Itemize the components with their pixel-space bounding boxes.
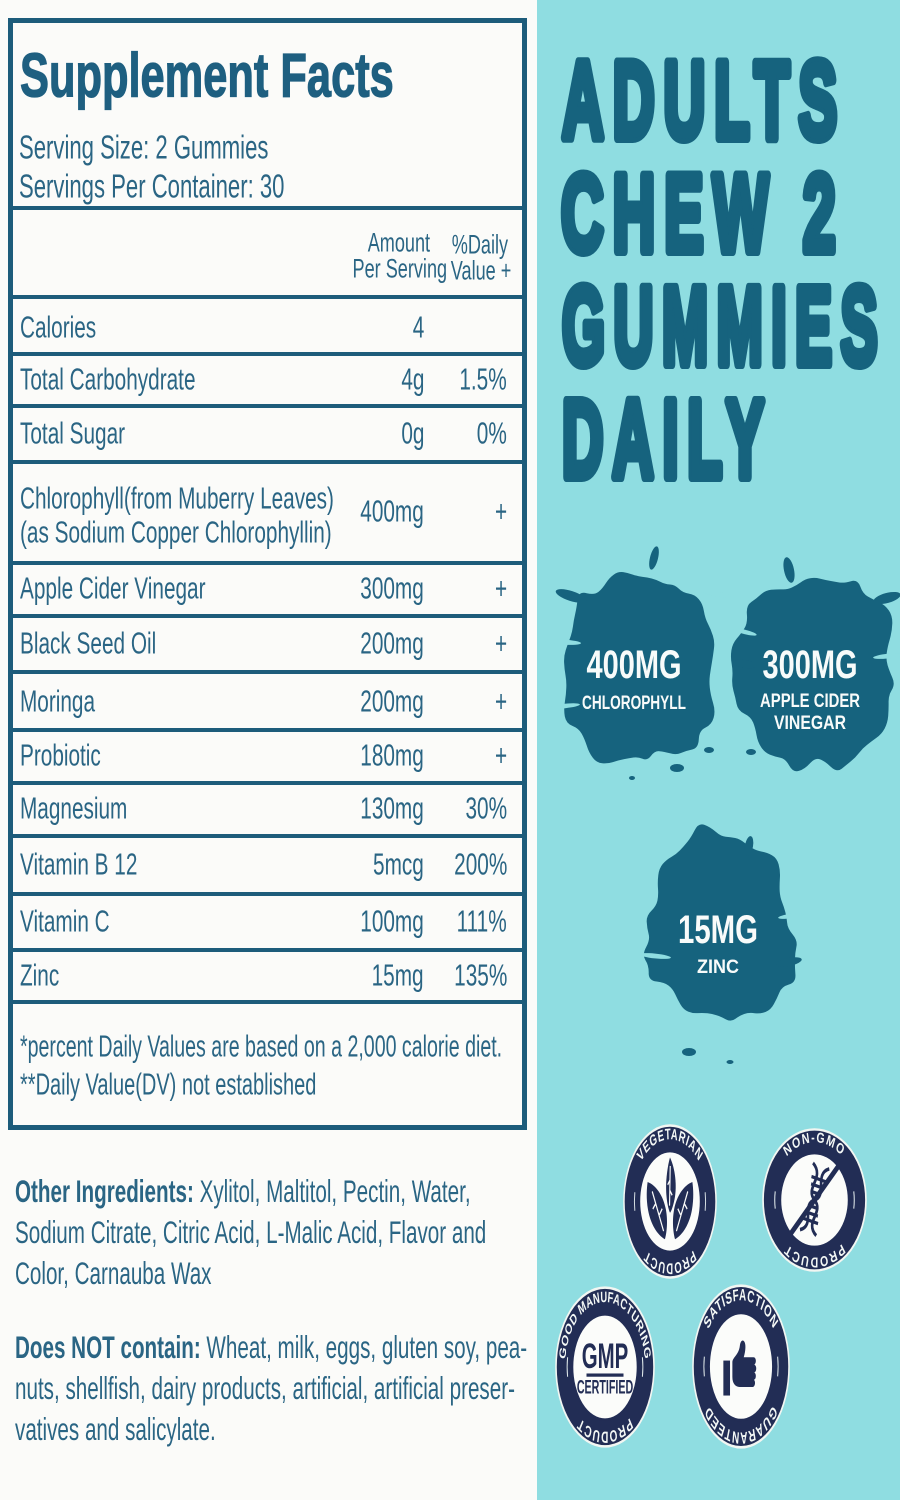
svg-text:300MG: 300MG xyxy=(763,642,858,687)
svg-text:VINEGAR: VINEGAR xyxy=(774,712,846,734)
svg-text:ADULTS: ADULTS xyxy=(562,38,846,162)
svg-text:CERTIFIED: CERTIFIED xyxy=(577,1378,633,1399)
svg-text:DAILY: DAILY xyxy=(562,378,773,501)
svg-text:APPLE CIDER: APPLE CIDER xyxy=(760,690,860,711)
svg-text:ZINC: ZINC xyxy=(697,956,739,978)
svg-text:15MG: 15MG xyxy=(678,908,758,952)
svg-text:400MG: 400MG xyxy=(587,642,682,687)
svg-text:CHLOROPHYLL: CHLOROPHYLL xyxy=(582,692,686,714)
svg-text:GMP: GMP xyxy=(582,1337,629,1376)
svg-text:CHEW 2: CHEW 2 xyxy=(561,151,845,274)
svg-text:GUMMIES: GUMMIES xyxy=(562,265,886,388)
